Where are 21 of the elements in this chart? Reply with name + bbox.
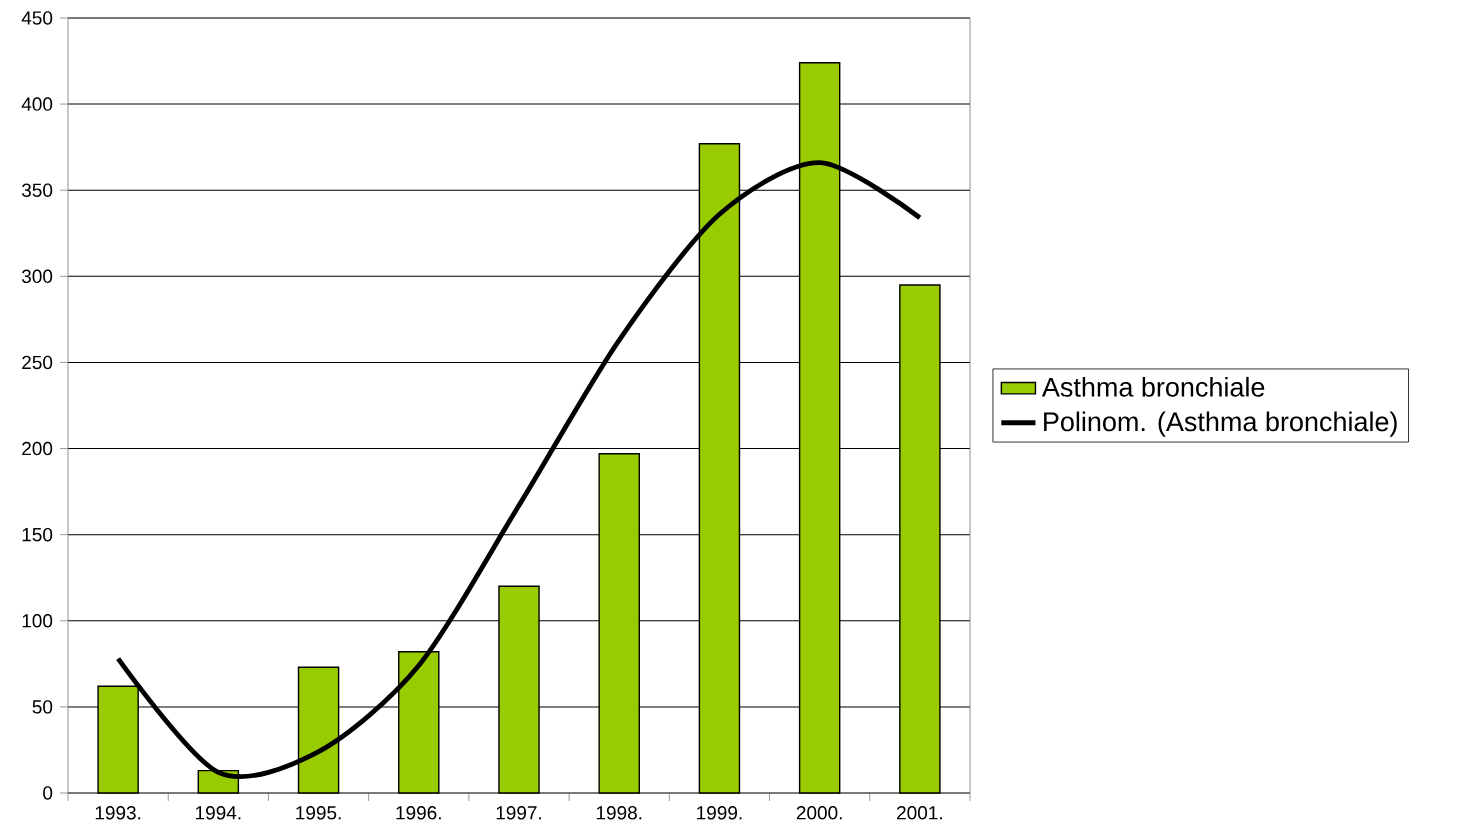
y-tick-label: 400 <box>21 97 53 111</box>
x-tick-label: 1997. <box>496 806 542 820</box>
x-tick-label: 1998. <box>596 806 642 820</box>
y-tick-label: 50 <box>32 700 53 714</box>
y-tick-label: 350 <box>21 183 53 197</box>
x-tick-label: 1995. <box>296 806 341 820</box>
legend-label: Polinom. (Asthma bronchiale) <box>1044 411 1397 437</box>
y-tick-label: 200 <box>22 441 53 456</box>
y-tick-label: 450 <box>21 11 53 25</box>
y-tick-label: 250 <box>22 355 53 370</box>
y-tick-label: 300 <box>21 269 53 284</box>
y-tick-label: 0 <box>43 786 53 800</box>
x-tick-label: 1996. <box>396 806 441 820</box>
x-tick-label: 2000. <box>796 806 842 820</box>
legend-label: Asthma bronchiale <box>1041 376 1265 397</box>
y-tick-label: 100 <box>22 614 53 628</box>
x-tick-label: 1994. <box>196 806 241 820</box>
x-tick-label: 1999. <box>697 806 742 820</box>
y-tick-label: 150 <box>22 527 53 542</box>
x-tick-label: 2001. <box>897 806 942 820</box>
x-tick-label: 1993. <box>95 806 141 820</box>
